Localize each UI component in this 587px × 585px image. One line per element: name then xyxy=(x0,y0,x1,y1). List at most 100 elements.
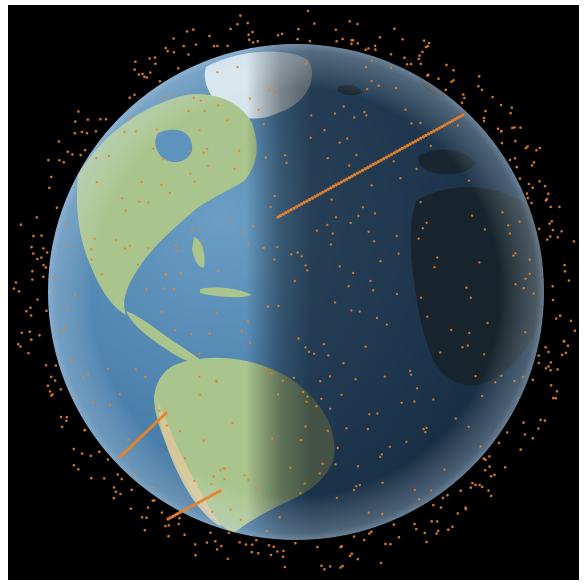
satellite-dot xyxy=(482,119,486,123)
satellite-dot xyxy=(367,511,370,514)
satellite-dot xyxy=(558,205,561,209)
satellite-dot xyxy=(405,63,409,66)
satellite-dot xyxy=(491,95,494,99)
satellite-dot xyxy=(456,124,459,127)
globe-viewport[interactable] xyxy=(8,5,579,580)
satellite-dot xyxy=(425,426,428,430)
satellite-dot xyxy=(190,333,193,336)
satellite-dot xyxy=(445,63,448,67)
satellite-dot xyxy=(255,488,258,491)
satellite-dot xyxy=(333,112,337,115)
satellite-dot xyxy=(269,205,272,209)
satellite-dot xyxy=(500,130,503,133)
satellite-dot xyxy=(362,538,366,542)
satellite-dot xyxy=(304,264,307,267)
satellite-dot xyxy=(501,211,504,214)
satellite-dot xyxy=(223,477,226,481)
satellite-trail-dot xyxy=(324,189,328,193)
satellite-dot xyxy=(40,256,43,259)
satellite-dot xyxy=(435,532,438,535)
satellite-trail-dot xyxy=(366,165,370,170)
satellite-dot xyxy=(65,223,68,226)
satellite-dot xyxy=(174,243,178,247)
satellite-dot xyxy=(25,309,28,313)
satellite-dot xyxy=(177,522,180,526)
satellite-dot xyxy=(525,192,529,195)
satellite-dot xyxy=(273,258,276,261)
satellite-dot xyxy=(282,549,285,553)
satellite-trail-dot xyxy=(390,152,394,156)
satellite-dot xyxy=(538,146,542,150)
satellite-dot xyxy=(415,527,418,531)
satellite-dot xyxy=(183,457,187,460)
satellite-dot xyxy=(368,413,371,416)
satellite-dot xyxy=(104,117,108,121)
satellite-dot xyxy=(209,531,212,534)
satellite-dot xyxy=(289,466,292,469)
satellite-trail-dot xyxy=(416,138,420,142)
satellite-dot xyxy=(320,564,323,567)
satellite-dot xyxy=(27,351,30,355)
satellite-dot xyxy=(439,506,443,509)
satellite-dot xyxy=(193,543,197,546)
satellite-dot xyxy=(123,247,127,250)
satellite-dot xyxy=(338,265,341,268)
satellite-dot xyxy=(202,439,205,442)
satellite-trail-dot xyxy=(368,164,373,168)
satellite-dot xyxy=(16,342,20,346)
satellite-dot xyxy=(19,345,22,348)
satellite-dot xyxy=(174,329,177,332)
satellite-dot xyxy=(410,122,413,125)
satellite-dot xyxy=(334,216,338,219)
satellite-trail-dot xyxy=(197,500,201,505)
satellite-dot xyxy=(339,545,342,549)
satellite-dot xyxy=(273,194,276,198)
satellite-dot xyxy=(251,41,255,44)
satellite-dot xyxy=(38,334,41,337)
satellite-dot xyxy=(530,201,533,205)
satellite-dot xyxy=(373,44,377,48)
satellite-dot xyxy=(29,306,32,310)
satellite-trail-dot xyxy=(347,176,351,180)
satellite-dot xyxy=(303,482,306,485)
satellite-dot xyxy=(429,144,432,148)
satellite-trail-dot xyxy=(339,180,343,184)
satellite-trail-dot xyxy=(204,497,208,501)
satellite-dot xyxy=(569,319,573,323)
satellite-dot xyxy=(447,528,450,531)
satellite-dot xyxy=(198,227,201,231)
satellite-trail-dot xyxy=(182,508,187,512)
satellite-dot xyxy=(62,161,66,164)
satellite-dot xyxy=(274,87,278,91)
satellite-trail-dot xyxy=(294,205,299,209)
satellite-dot xyxy=(262,123,265,126)
satellite-trail-dot xyxy=(419,136,423,140)
satellite-dot xyxy=(140,516,144,519)
satellite-dot xyxy=(323,128,326,132)
satellite-dot xyxy=(32,252,35,255)
satellite-dot xyxy=(528,258,531,261)
satellite-dot xyxy=(207,164,210,168)
satellite-dot xyxy=(83,148,87,152)
satellite-dot xyxy=(450,328,453,332)
satellite-dot xyxy=(401,38,404,41)
satellite-dot xyxy=(315,405,318,408)
satellite-dot xyxy=(556,368,559,371)
satellite-dot xyxy=(404,108,407,111)
satellite-dot xyxy=(226,557,230,561)
satellite-trail-dot xyxy=(190,504,194,508)
satellite-dot xyxy=(551,285,554,288)
satellite-dot xyxy=(526,196,530,200)
satellite-trail-dot xyxy=(374,161,378,165)
satellite-trail-dot xyxy=(405,144,410,148)
satellite-dot xyxy=(215,312,219,315)
satellite-dot xyxy=(36,298,39,301)
satellite-dot xyxy=(205,541,209,544)
satellite-dot xyxy=(65,419,68,423)
satellite-dot xyxy=(436,529,440,533)
satellite-dot xyxy=(63,326,66,330)
satellite-dot xyxy=(48,390,52,393)
satellite-dot xyxy=(484,458,487,462)
satellite-dot xyxy=(478,261,481,264)
satellite-dot xyxy=(42,247,45,250)
